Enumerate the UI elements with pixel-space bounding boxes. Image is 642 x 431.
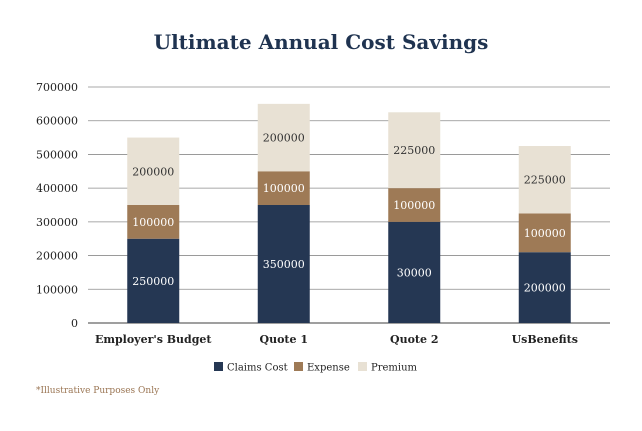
legend-label: Expense — [307, 363, 350, 374]
bar-segment — [257, 103, 310, 172]
data-label: 350000 — [263, 258, 305, 271]
x-tick-label: Quote 2 — [390, 333, 438, 346]
bar-segment — [257, 171, 310, 205]
bar-segment — [388, 221, 441, 323]
data-label: 200000 — [524, 282, 566, 295]
bar-segment — [388, 188, 441, 222]
legend-swatch — [294, 362, 303, 371]
footnote: *Illustrative Purposes Only — [36, 386, 160, 396]
legend-swatch — [358, 362, 367, 371]
data-label: 100000 — [132, 216, 174, 229]
y-tick-label: 700000 — [36, 81, 78, 94]
data-label: 100000 — [524, 227, 566, 240]
data-label: 225000 — [524, 174, 566, 187]
y-tick-label: 500000 — [36, 148, 78, 161]
data-label: 200000 — [132, 165, 174, 178]
y-tick-label: 600000 — [36, 115, 78, 128]
legend-swatch — [214, 362, 223, 371]
bar-segment — [257, 205, 310, 323]
data-label: 200000 — [263, 132, 305, 145]
y-tick-label: 300000 — [36, 216, 78, 229]
bar-segment — [127, 238, 180, 323]
x-tick-label: Employer's Budget — [95, 333, 212, 346]
bar-segment — [127, 205, 180, 239]
y-tick-label: 0 — [71, 317, 78, 330]
y-tick-label: 100000 — [36, 283, 78, 296]
data-label: 100000 — [393, 199, 435, 212]
legend-label: Claims Cost — [227, 363, 288, 374]
bar-segment — [388, 112, 441, 189]
data-label: 30000 — [397, 266, 432, 279]
data-label: 250000 — [132, 275, 174, 288]
x-tick-label: UsBenefits — [512, 333, 578, 346]
bar-segment — [518, 252, 571, 323]
chart-title: Ultimate Annual Cost Savings — [153, 30, 489, 54]
y-tick-label: 400000 — [36, 182, 78, 195]
bar-segment — [518, 146, 571, 214]
bar-segment — [127, 137, 180, 205]
bar-segment — [518, 213, 571, 253]
legend-label: Premium — [371, 363, 418, 374]
data-label: 225000 — [393, 144, 435, 157]
y-tick-label: 200000 — [36, 250, 78, 263]
x-tick-label: Quote 1 — [260, 333, 308, 346]
data-label: 100000 — [263, 182, 305, 195]
